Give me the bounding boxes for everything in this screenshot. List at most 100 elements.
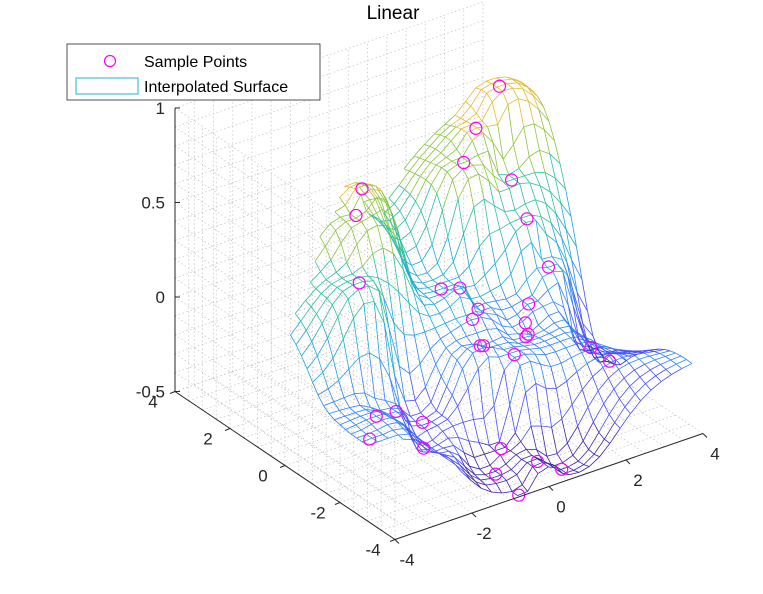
- surface-edge: [414, 386, 426, 401]
- surface-edge: [514, 432, 522, 442]
- surface-edge: [630, 400, 641, 414]
- surface-edge: [578, 338, 585, 348]
- sample-point-marker: [492, 79, 507, 93]
- surface-edge: [524, 353, 531, 362]
- surface-edge: [340, 213, 351, 218]
- legend[interactable]: Sample Points Interpolated Surface: [66, 43, 321, 101]
- surface-edge: [590, 349, 601, 356]
- surface-edge: [623, 377, 631, 387]
- surface-edge: [421, 445, 428, 450]
- surface-edge: [497, 124, 504, 160]
- surface-edge: [492, 336, 503, 342]
- surface-edge: [540, 425, 548, 457]
- surface-edge: [389, 210, 401, 221]
- surface-edge: [527, 300, 538, 305]
- surface-edge: [486, 92, 493, 103]
- grid-line: [174, 296, 396, 446]
- surface-edge: [510, 251, 522, 275]
- surface-edge: [354, 409, 366, 413]
- surface-edge: [309, 282, 317, 289]
- surface-edge: [363, 201, 375, 217]
- surface-edge: [369, 199, 381, 220]
- surface-edge: [400, 258, 408, 271]
- surface-edge: [528, 149, 540, 157]
- sample-point-marker: [520, 212, 534, 226]
- surface-edge: [530, 425, 537, 450]
- surface-edge: [398, 184, 405, 190]
- surface-edge: [452, 168, 464, 181]
- surface-edge: [541, 425, 552, 428]
- y-tick-label: 2: [203, 430, 212, 449]
- surface-edge: [538, 324, 545, 331]
- surface-edge: [409, 363, 421, 374]
- surface-edge: [555, 351, 562, 364]
- surface-edge: [403, 269, 415, 293]
- surface-edge: [468, 173, 479, 180]
- surface-edge: [563, 473, 569, 476]
- surface-edge: [520, 441, 527, 450]
- surface-edge: [327, 338, 334, 359]
- surface-edge: [491, 491, 502, 494]
- surface-edge: [567, 460, 579, 468]
- surface-edge: [329, 223, 336, 231]
- y-tick-mark: [169, 391, 176, 394]
- surface-edge: [491, 101, 499, 125]
- surface-edge: [452, 233, 464, 262]
- surface-edge: [395, 245, 407, 254]
- surface-edge: [504, 209, 515, 212]
- surface-edge: [312, 382, 319, 396]
- sample-point-marker: [541, 260, 556, 274]
- surface-edge: [552, 464, 564, 475]
- surface-edge: [615, 352, 622, 355]
- surface-edge: [525, 392, 532, 427]
- surface-edge: [505, 463, 512, 470]
- surface-edge: [598, 432, 605, 440]
- surface-edge: [571, 259, 583, 280]
- surface-edge: [369, 406, 381, 411]
- surface-edge: [392, 428, 404, 431]
- surface-edge: [543, 322, 555, 331]
- surface-edge: [583, 464, 590, 467]
- surface-edge: [498, 174, 505, 183]
- surface-edge: [526, 458, 538, 463]
- surface-edge: [326, 297, 333, 306]
- surface-edge: [436, 171, 448, 194]
- surface-edge: [434, 322, 446, 329]
- surface-edge: [347, 289, 359, 300]
- surface-edge: [435, 347, 447, 365]
- surface-edge: [353, 318, 360, 358]
- surface-edge: [503, 182, 510, 189]
- surface-edge: [539, 149, 550, 155]
- surface-edge: [561, 237, 568, 263]
- surface-edge: [441, 167, 448, 173]
- surface-edge: [581, 389, 589, 408]
- surface-edge: [426, 430, 433, 441]
- surface-edge: [549, 153, 556, 179]
- surface-edge: [551, 427, 558, 454]
- surface-edge: [506, 474, 517, 481]
- surface-edge: [399, 210, 406, 221]
- surface-edge: [520, 425, 532, 442]
- surface-edge: [519, 182, 530, 184]
- surface-edge: [440, 152, 447, 158]
- surface-edge: [438, 284, 444, 289]
- surface-edge: [542, 277, 549, 291]
- surface-edge: [538, 109, 550, 122]
- surface-edge: [465, 315, 472, 321]
- surface-edge: [457, 160, 468, 166]
- surface-edge: [526, 279, 533, 296]
- surface-edge: [531, 295, 538, 302]
- surface-edge: [422, 293, 429, 299]
- surface-edge: [363, 303, 370, 354]
- surface-edge: [505, 293, 517, 300]
- surface-edge: [593, 421, 600, 433]
- surface-edge: [418, 294, 425, 306]
- surface-edge: [486, 313, 493, 320]
- surface-edge: [500, 285, 507, 300]
- surface-edge: [613, 388, 620, 399]
- surface-edge: [311, 323, 323, 342]
- surface-edge: [634, 393, 641, 402]
- surface-edge: [522, 88, 534, 96]
- surface-edge: [339, 424, 346, 430]
